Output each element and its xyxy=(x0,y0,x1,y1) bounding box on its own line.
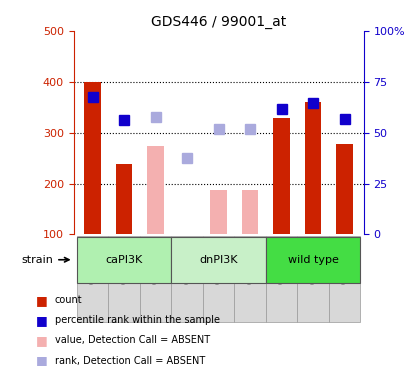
FancyBboxPatch shape xyxy=(77,237,171,283)
Text: wild type: wild type xyxy=(288,255,339,265)
Text: caPI3K: caPI3K xyxy=(105,255,143,265)
Text: ■: ■ xyxy=(36,294,48,307)
Text: count: count xyxy=(55,295,82,305)
Bar xyxy=(273,118,290,234)
FancyBboxPatch shape xyxy=(329,236,360,322)
Text: ■: ■ xyxy=(36,314,48,327)
FancyBboxPatch shape xyxy=(171,236,203,322)
FancyBboxPatch shape xyxy=(108,236,140,322)
FancyBboxPatch shape xyxy=(171,237,266,283)
Bar xyxy=(116,164,132,234)
FancyBboxPatch shape xyxy=(234,236,266,322)
FancyBboxPatch shape xyxy=(140,236,171,322)
Text: ■: ■ xyxy=(36,354,48,366)
Bar xyxy=(336,144,353,234)
Text: percentile rank within the sample: percentile rank within the sample xyxy=(55,315,220,325)
Text: dnPI3K: dnPI3K xyxy=(200,255,238,265)
Text: rank, Detection Call = ABSENT: rank, Detection Call = ABSENT xyxy=(55,355,205,366)
Bar xyxy=(305,102,321,234)
Text: value, Detection Call = ABSENT: value, Detection Call = ABSENT xyxy=(55,335,210,346)
FancyBboxPatch shape xyxy=(203,236,234,322)
Bar xyxy=(84,82,101,234)
Bar xyxy=(242,190,258,234)
Bar xyxy=(210,190,227,234)
FancyBboxPatch shape xyxy=(266,236,297,322)
FancyBboxPatch shape xyxy=(77,236,108,322)
Title: GDS446 / 99001_at: GDS446 / 99001_at xyxy=(151,15,286,29)
FancyBboxPatch shape xyxy=(266,237,360,283)
Bar xyxy=(147,146,164,234)
Text: strain: strain xyxy=(21,255,69,265)
Text: ■: ■ xyxy=(36,334,48,347)
FancyBboxPatch shape xyxy=(297,236,329,322)
